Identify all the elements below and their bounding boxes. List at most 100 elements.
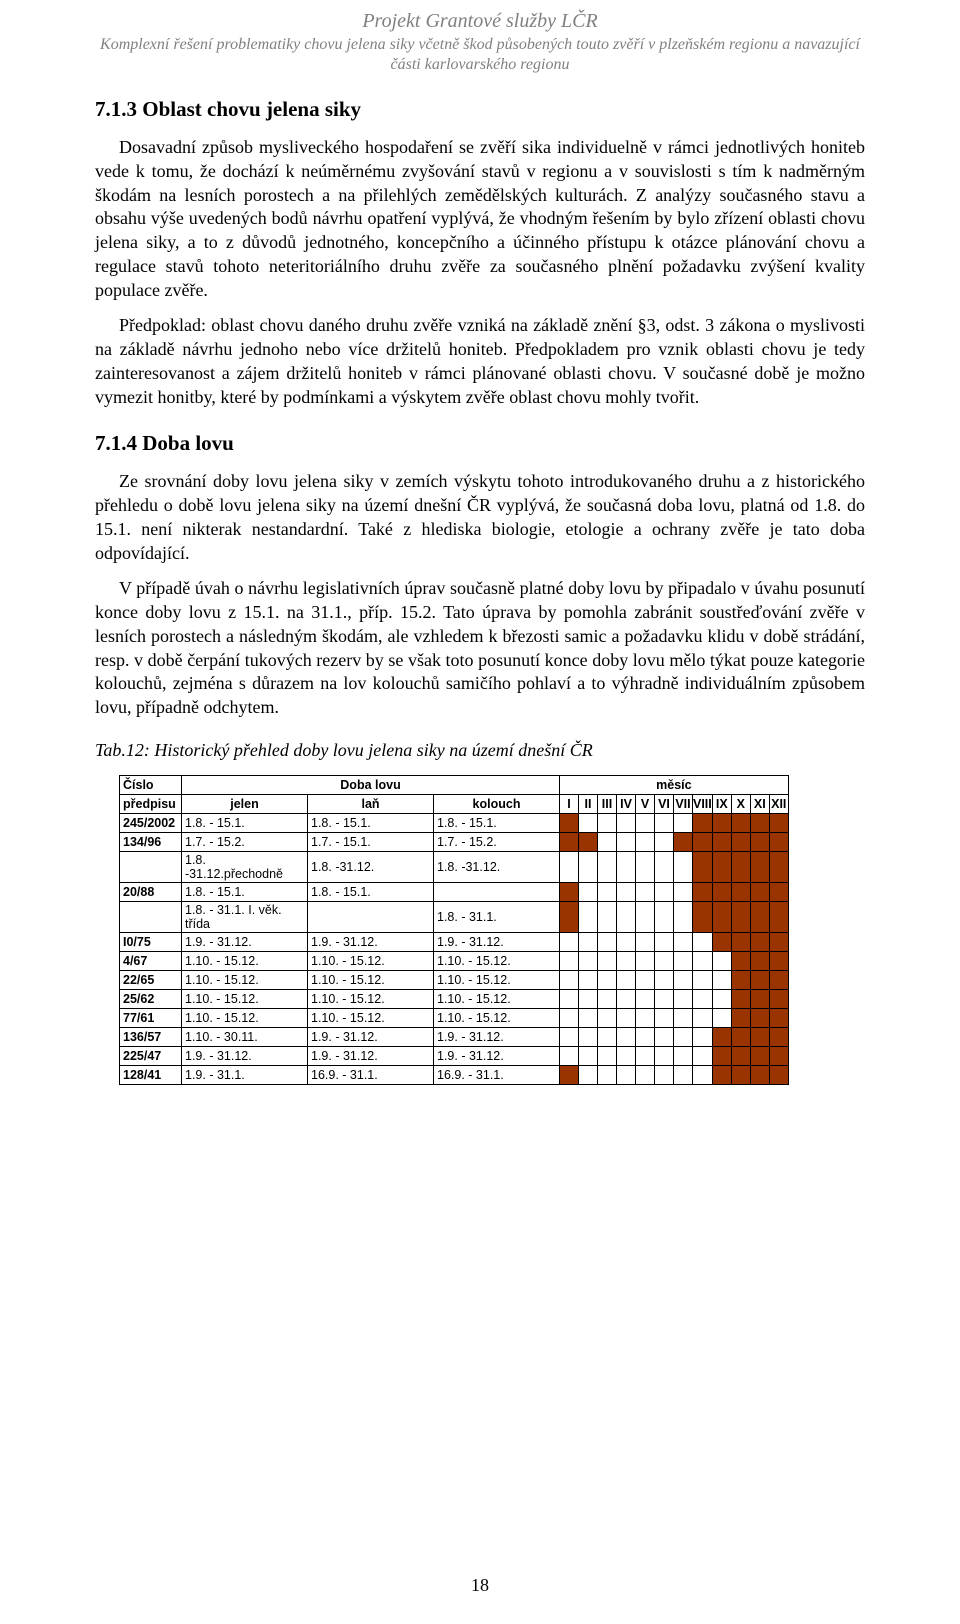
head-month-9: IX: [712, 794, 731, 813]
cell-month: [560, 882, 579, 901]
cell-month: [731, 989, 750, 1008]
head-month-2: II: [579, 794, 598, 813]
cell-month: [579, 932, 598, 951]
cell-period: 1.9. - 31.12.: [182, 932, 308, 951]
cell-month: [636, 970, 655, 989]
table-head-row-1: Číslo Doba lovu měsíc: [120, 775, 789, 794]
cell-period: 1.9. - 31.12.: [434, 932, 560, 951]
cell-month: [655, 1065, 674, 1084]
paragraph-7-1-4-a: Ze srovnání doby lovu jelena siky v zemí…: [95, 470, 865, 565]
cell-period: 1.7. - 15.2.: [182, 832, 308, 851]
cell-month: [579, 882, 598, 901]
cell-month: [560, 989, 579, 1008]
cell-month: [655, 951, 674, 970]
cell-month: [769, 989, 788, 1008]
cell-month: [655, 1008, 674, 1027]
head-month-11: XI: [750, 794, 769, 813]
cell-month: [598, 989, 617, 1008]
cell-month: [617, 932, 636, 951]
table-row: 134/961.7. - 15.2.1.7. - 15.1.1.7. - 15.…: [120, 832, 789, 851]
cell-period: 1.8. - 15.1.: [182, 882, 308, 901]
table-row: 1.8. -31.12.přechodně1.8. -31.12.1.8. -3…: [120, 851, 789, 882]
cell-month: [712, 1008, 731, 1027]
cell-month: [674, 901, 693, 932]
cell-month: [731, 1008, 750, 1027]
cell-month: [598, 901, 617, 932]
cell-period: 1.9. - 31.1.: [182, 1065, 308, 1084]
cell-month: [636, 813, 655, 832]
cell-month: [693, 932, 713, 951]
cell-month: [674, 813, 693, 832]
cell-month: [693, 1046, 713, 1065]
table-row: 22/651.10. - 15.12.1.10. - 15.12.1.10. -…: [120, 970, 789, 989]
cell-period: 1.10. - 15.12.: [434, 951, 560, 970]
cell-month: [750, 951, 769, 970]
head-kolouch: kolouch: [434, 794, 560, 813]
cell-period: 1.10. - 15.12.: [182, 951, 308, 970]
cell-month: [617, 1046, 636, 1065]
cell-month: [579, 832, 598, 851]
cell-month: [579, 1008, 598, 1027]
cell-month: [769, 851, 788, 882]
cell-month: [769, 882, 788, 901]
cell-month: [674, 1046, 693, 1065]
cell-month: [750, 882, 769, 901]
cell-month: [655, 989, 674, 1008]
cell-month: [560, 932, 579, 951]
cell-period: 1.8. - 31.1. I. věk. třída: [182, 901, 308, 932]
cell-period: 1.9. - 31.12.: [308, 1046, 434, 1065]
head-month-5: V: [636, 794, 655, 813]
cell-period: 1.9. - 31.12.: [308, 932, 434, 951]
cell-month: [598, 951, 617, 970]
cell-month: [655, 970, 674, 989]
cell-predpis: 136/57: [120, 1027, 182, 1046]
cell-month: [598, 832, 617, 851]
cell-period: 1.10. - 30.11.: [182, 1027, 308, 1046]
cell-month: [712, 813, 731, 832]
cell-month: [598, 813, 617, 832]
table-row: 77/611.10. - 15.12.1.10. - 15.12.1.10. -…: [120, 1008, 789, 1027]
cell-month: [617, 901, 636, 932]
cell-predpis: 4/67: [120, 951, 182, 970]
cell-month: [674, 1008, 693, 1027]
cell-predpis: 128/41: [120, 1065, 182, 1084]
cell-period: 1.8. - 15.1.: [308, 813, 434, 832]
cell-month: [598, 1027, 617, 1046]
cell-period: 1.8. -31.12.: [308, 851, 434, 882]
cell-month: [579, 1065, 598, 1084]
cell-period: 1.10. - 15.12.: [182, 1008, 308, 1027]
cell-month: [560, 813, 579, 832]
cell-month: [617, 813, 636, 832]
cell-period: 1.10. - 15.12.: [434, 989, 560, 1008]
cell-month: [598, 851, 617, 882]
page-number: 18: [0, 1575, 960, 1596]
cell-month: [560, 1065, 579, 1084]
cell-month: [598, 1046, 617, 1065]
table-row: 225/471.9. - 31.12.1.9. - 31.12.1.9. - 3…: [120, 1046, 789, 1065]
cell-month: [769, 901, 788, 932]
cell-predpis: 22/65: [120, 970, 182, 989]
cell-month: [769, 951, 788, 970]
cell-month: [693, 813, 713, 832]
cell-month: [712, 851, 731, 882]
cell-month: [617, 1027, 636, 1046]
cell-month: [560, 901, 579, 932]
cell-month: [655, 813, 674, 832]
cell-month: [636, 832, 655, 851]
cell-month: [731, 932, 750, 951]
table-caption: Tab.12: Historický přehled doby lovu jel…: [95, 740, 865, 761]
cell-period: 1.10. - 15.12.: [434, 1008, 560, 1027]
head-cislo: Číslo: [120, 775, 182, 794]
cell-month: [693, 951, 713, 970]
cell-predpis: 134/96: [120, 832, 182, 851]
cell-month: [579, 1046, 598, 1065]
cell-month: [636, 932, 655, 951]
cell-month: [560, 1008, 579, 1027]
header-project: Projekt Grantové služby LČR: [95, 10, 865, 33]
cell-month: [655, 901, 674, 932]
cell-month: [693, 989, 713, 1008]
cell-month: [674, 989, 693, 1008]
table-row: 1.8. - 31.1. I. věk. třída1.8. - 31.1.: [120, 901, 789, 932]
cell-month: [712, 951, 731, 970]
cell-month: [655, 832, 674, 851]
